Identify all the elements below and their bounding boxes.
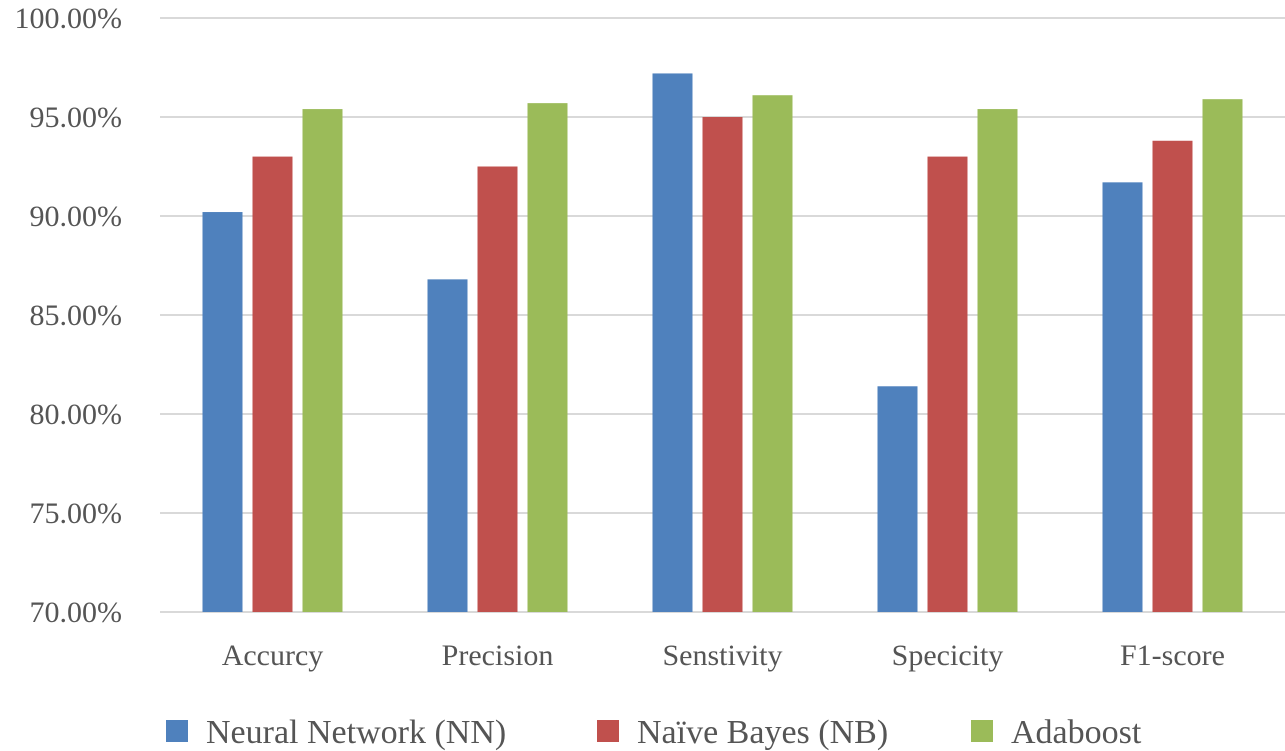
- legend-swatch: [166, 720, 188, 742]
- bar-specicity-series-2: [927, 156, 968, 612]
- x-category-label: Senstivity: [662, 639, 782, 672]
- bar-f1-score-series-1: [1102, 182, 1143, 612]
- bar-senstivity-series-2: [702, 117, 743, 612]
- y-tick-label: 95.00%: [30, 101, 123, 134]
- bar-accurcy-series-1: [202, 212, 243, 613]
- x-category-label: Precision: [442, 639, 554, 672]
- legend-label: Naïve Bayes (NB): [637, 714, 888, 751]
- legend-swatch: [971, 720, 993, 742]
- bar-f1-score-series-2: [1152, 140, 1193, 612]
- x-category-label: F1-score: [1120, 639, 1225, 672]
- bar-f1-score-series-3: [1202, 99, 1243, 613]
- y-tick-label: 100.00%: [15, 2, 123, 35]
- bars: [202, 73, 1243, 613]
- y-axis-ticks: 70.00% 75.00% 80.00% 85.00% 90.00% 95.00% 100.…: [15, 2, 123, 629]
- y-tick-label: 70.00%: [30, 596, 123, 629]
- bar-senstivity-series-3: [752, 95, 793, 613]
- bar-accurcy-series-2: [252, 156, 293, 612]
- legend: Neural Network (NN) Naïve Bayes (NB) Adabo…: [166, 714, 1142, 751]
- x-category-label: Specicity: [892, 639, 1004, 672]
- legend-label: Neural Network (NN): [206, 714, 506, 751]
- x-category-label: Accurcy: [222, 639, 324, 672]
- y-tick-label: 75.00%: [30, 497, 123, 530]
- x-axis-categories: Accurcy Precision Senstivity Specicity F1-sc…: [222, 639, 1225, 672]
- bar-senstivity-series-1: [652, 73, 693, 612]
- bar-precision-series-2: [477, 166, 518, 612]
- legend-swatch: [597, 720, 619, 742]
- bar-specicity-series-1: [877, 386, 918, 612]
- bar-specicity-series-3: [977, 109, 1018, 612]
- y-tick-label: 80.00%: [30, 398, 123, 431]
- bar-precision-series-1: [427, 279, 468, 612]
- y-tick-label: 85.00%: [30, 299, 123, 332]
- y-tick-label: 90.00%: [30, 200, 123, 233]
- bar-precision-series-3: [527, 103, 568, 612]
- bar-accurcy-series-3: [302, 109, 343, 612]
- legend-label: Adaboost: [1011, 714, 1142, 751]
